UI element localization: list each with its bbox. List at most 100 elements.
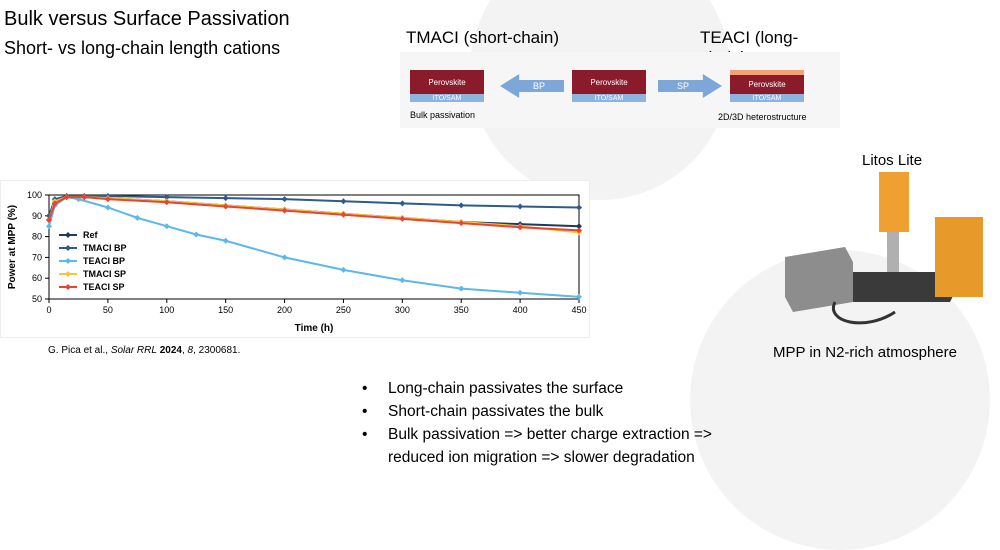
legend-label: TEACI SP [83, 282, 125, 292]
data-point [517, 224, 524, 231]
data-point [340, 198, 347, 205]
stability-chart-svg: 0 50 100 150 200 250 300 350 400 450 50 60 70 80 90 100… [7, 190, 587, 334]
bullet-list: Long-chain passivates the surface Short-… [358, 377, 712, 469]
data-point [104, 196, 111, 203]
data-point [399, 215, 406, 222]
data-point [134, 214, 141, 221]
reference-stack: Perovskite ITO/SAM [572, 70, 646, 102]
x-tick-label: 350 [454, 305, 469, 315]
citation-authors: G. Pica et al., [48, 345, 111, 356]
bullet-item: Bulk passivation => better charge extrac… [358, 423, 712, 446]
citation-year: 2024 [159, 345, 182, 356]
x-tick-label: 400 [513, 305, 528, 315]
data-point [51, 200, 58, 207]
data-point [163, 194, 170, 201]
legend-marker [65, 258, 71, 264]
instrument-caption: MPP in N2-rich atmosphere [773, 344, 957, 361]
schematic-label-left: TMACI (short-chain) [406, 28, 560, 47]
data-point [281, 207, 288, 214]
data-point [576, 204, 582, 211]
x-tick-label: 100 [159, 305, 174, 315]
ito-sam-layer: ITO/SAM [410, 94, 484, 102]
legend-label: TMACI SP [83, 269, 126, 279]
x-tick-label: 50 [103, 305, 113, 315]
2d-layer [730, 70, 804, 75]
data-point [163, 223, 170, 230]
legend-marker [65, 245, 71, 251]
data-point [517, 203, 524, 210]
data-point [104, 204, 111, 211]
x-tick-label: 200 [277, 305, 292, 315]
data-point [576, 293, 582, 300]
data-point [576, 227, 582, 234]
y-tick-label: 60 [32, 273, 42, 283]
data-point [81, 194, 88, 201]
data-point [399, 277, 406, 284]
ito-sam-layer: ITO/SAM [572, 94, 646, 102]
instrument-power-supply [935, 217, 983, 297]
bullet-item: Long-chain passivates the surface [358, 377, 712, 400]
instrument-stage [835, 272, 965, 302]
instrument-cable [831, 301, 896, 325]
ito-sam-layer: ITO/SAM [730, 94, 804, 102]
data-point [222, 203, 229, 210]
x-tick-label: 300 [395, 305, 410, 315]
bulk-passivation-caption: Bulk passivation [410, 110, 476, 120]
sp-arrow-label: SP [676, 81, 689, 91]
bullet-item: reduced ion migration => slower degradat… [388, 449, 695, 466]
x-tick-label: 250 [336, 305, 351, 315]
x-tick-label: 0 [46, 305, 51, 315]
bullet-item: Short-chain passivates the bulk [358, 400, 712, 423]
y-tick-label: 50 [32, 294, 42, 304]
data-point [163, 199, 170, 206]
legend-marker [65, 284, 71, 290]
data-point [340, 266, 347, 273]
data-point [399, 200, 406, 207]
data-point [46, 223, 52, 230]
legend-marker [65, 232, 71, 238]
x-axis-label: Time (h) [295, 323, 334, 334]
citation-article: 2300681. [198, 345, 241, 356]
slide-title: Bulk versus Surface Passivation [4, 8, 290, 30]
legend-label: TEACI BP [83, 256, 125, 266]
y-axis-label: Power at MPP (%) [7, 205, 18, 289]
data-point [458, 220, 465, 227]
bulk-passivation-stack: Perovskite ITO/SAM [410, 70, 484, 102]
x-tick-label: 450 [571, 305, 586, 315]
citation-volume: 8 [187, 345, 194, 356]
data-point [46, 216, 52, 223]
perovskite-layer: Perovskite [410, 70, 484, 94]
data-point [222, 237, 229, 244]
heterostructure-caption: 2D/3D heterostructure [718, 112, 807, 122]
data-point [340, 211, 347, 218]
legend-label: Ref [83, 230, 99, 240]
instrument-title: Litos Lite [862, 152, 923, 169]
citation: G. Pica et al., Solar RRL 2024, 8, 23006… [48, 345, 241, 356]
data-point [281, 254, 288, 261]
slide-subtitle: Short- vs long-chain length cations [4, 38, 281, 58]
x-tick-label: 150 [218, 305, 233, 315]
perovskite-layer: Perovskite [730, 75, 804, 94]
instrument-lamp-head [879, 172, 909, 232]
data-point [576, 223, 582, 230]
perovskite-layer: Perovskite [572, 70, 646, 94]
instrument-controller [785, 247, 853, 312]
plot-frame [48, 194, 580, 300]
instrument-column [887, 232, 899, 272]
data-point [458, 285, 465, 292]
bp-arrow-label: BP [532, 81, 545, 91]
legend-label: TMACI BP [83, 243, 127, 253]
citation-journal: Solar RRL [110, 345, 157, 356]
heterostructure-stack: Perovskite ITO/SAM [730, 70, 804, 102]
instrument-photo [785, 172, 983, 325]
data-point [63, 194, 70, 201]
y-tick-label: 100 [27, 190, 42, 200]
stability-chart: 0 50 100 150 200 250 300 350 400 450 50 60 70 80 90 100… [0, 180, 590, 338]
y-tick-label: 70 [32, 252, 42, 262]
data-point [193, 231, 200, 238]
data-point [281, 196, 288, 203]
legend-marker [65, 271, 71, 277]
data-point [458, 202, 465, 209]
data-point [222, 195, 229, 202]
passivation-schematic: TMACI (short-chain) TEACI (long-chain) P… [400, 28, 840, 128]
